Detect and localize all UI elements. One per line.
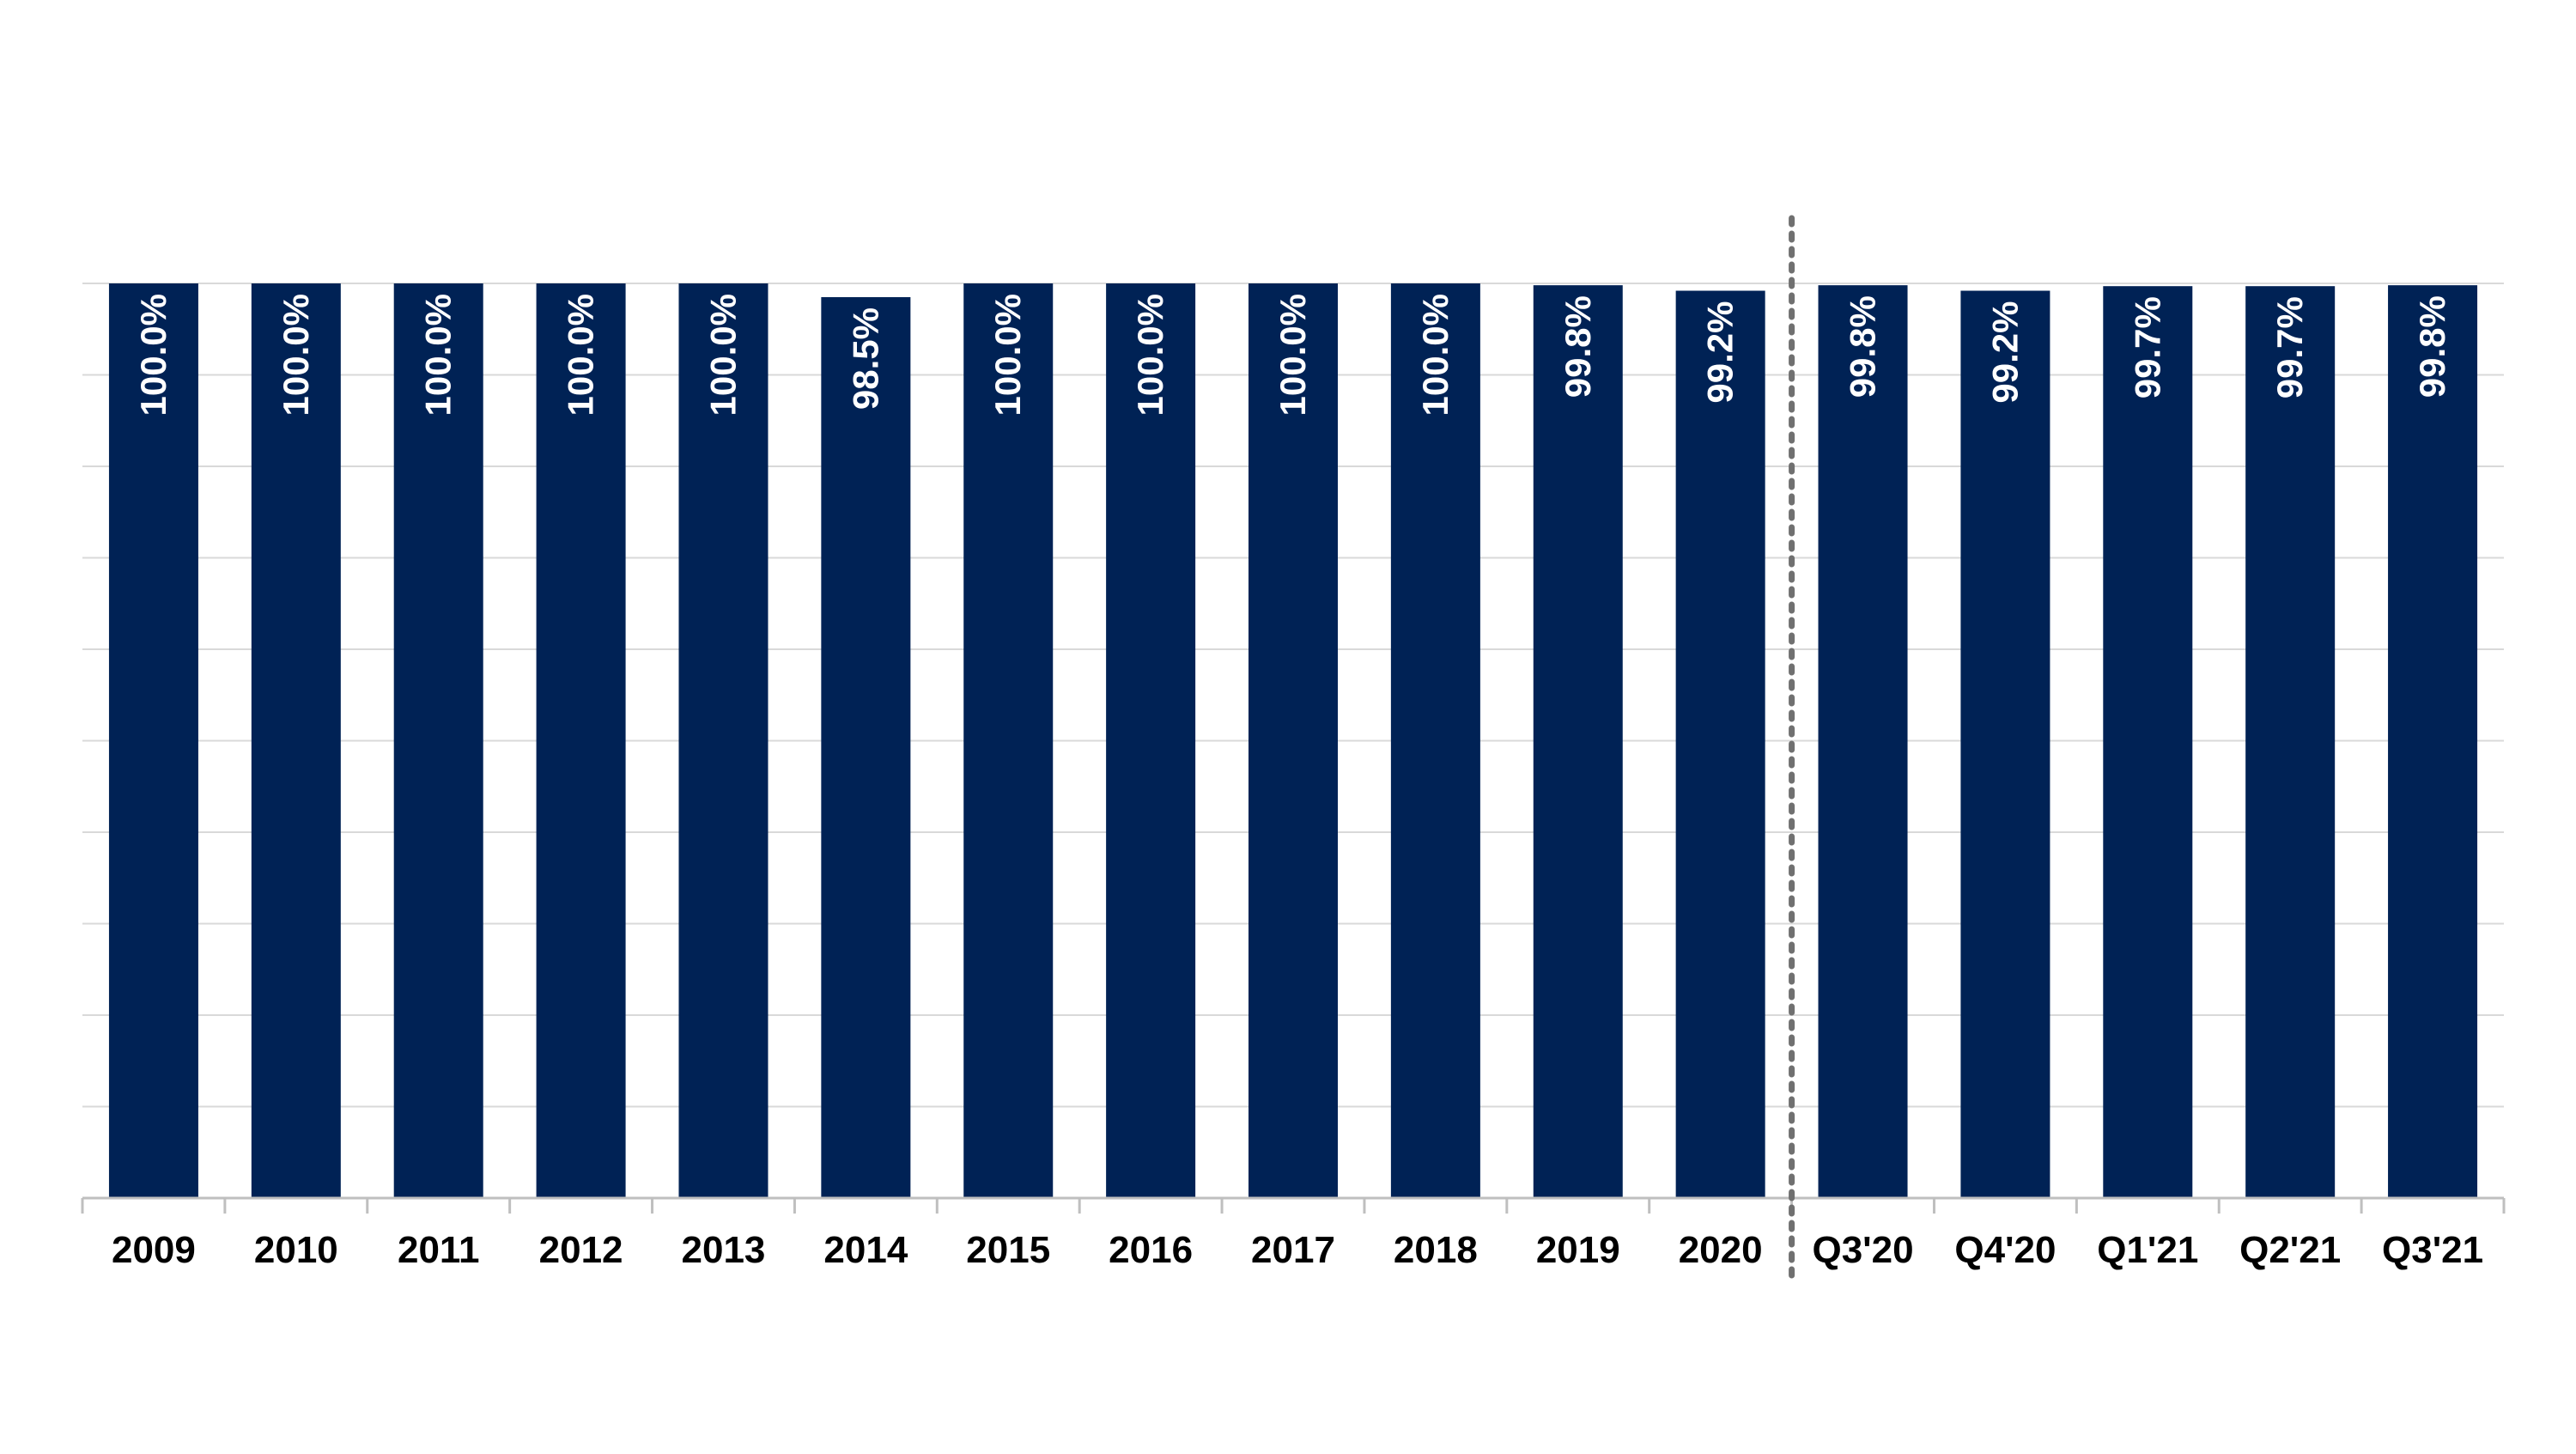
x-tick-label: 2013 xyxy=(682,1229,766,1271)
x-tick-label: 2020 xyxy=(1679,1229,1763,1271)
bar-2020 xyxy=(1675,290,1765,1198)
data-label: 100.0% xyxy=(276,294,316,416)
bar-2013 xyxy=(678,283,769,1198)
bar-2010 xyxy=(251,283,341,1198)
data-label: 99.2% xyxy=(1984,301,2025,404)
x-tick-label: Q4'20 xyxy=(1954,1229,2056,1271)
data-label: 100.0% xyxy=(418,294,459,416)
x-tick-label: 2016 xyxy=(1109,1229,1193,1271)
x-tick-label: Q2'21 xyxy=(2239,1229,2341,1271)
x-tick-label: 2012 xyxy=(539,1229,623,1271)
x-tick-label: Q3'20 xyxy=(1812,1229,1913,1271)
x-tick-label: 2017 xyxy=(1251,1229,1335,1271)
x-tick-label: Q1'21 xyxy=(2097,1229,2198,1271)
data-label: 100.0% xyxy=(561,294,601,416)
bar-2018 xyxy=(1390,283,1480,1198)
bar-2016 xyxy=(1106,283,1196,1198)
bar-2017 xyxy=(1249,283,1338,1198)
bar-2009 xyxy=(108,283,198,1198)
bar-2019 xyxy=(1533,285,1623,1198)
bar-Q4'20 xyxy=(1960,290,2050,1198)
data-label: 99.8% xyxy=(2412,295,2452,398)
data-labels: 100.0% 100.0% 100.0% 100.0% 100.0% 98.5% 100.0… xyxy=(133,294,2452,416)
data-label: 99.2% xyxy=(1700,301,1741,404)
data-label: 98.5% xyxy=(845,307,885,410)
x-tick-label: 2009 xyxy=(112,1229,196,1271)
data-label: 100.0% xyxy=(1273,294,1313,416)
x-tick-label: 2011 xyxy=(398,1229,479,1271)
x-tick-label: Q3'21 xyxy=(2382,1229,2483,1271)
data-label: 100.0% xyxy=(702,294,743,416)
bar-Q3'20 xyxy=(1818,285,1908,1198)
x-tick-labels: 2009 2010 2011 2012 2013 2014 2015 2016 2017 2018… xyxy=(112,1229,2483,1271)
data-label: 100.0% xyxy=(133,294,173,416)
bar-2014 xyxy=(821,296,911,1199)
bar-2011 xyxy=(393,283,483,1198)
bar-Q2'21 xyxy=(2245,286,2336,1198)
x-tick-label: 2019 xyxy=(1536,1229,1620,1271)
data-label: 99.8% xyxy=(1558,295,1598,398)
bar-2015 xyxy=(963,283,1054,1198)
bar-Q3'21 xyxy=(2388,285,2478,1198)
data-label: 100.0% xyxy=(987,294,1028,416)
data-label: 99.7% xyxy=(2269,296,2310,398)
data-label: 99.7% xyxy=(2127,296,2167,398)
bar-Q1'21 xyxy=(2103,286,2193,1198)
data-label: 100.0% xyxy=(1415,294,1455,416)
bar-2012 xyxy=(536,283,626,1198)
x-tick-label: 2018 xyxy=(1394,1229,1478,1271)
x-tick-label: 2010 xyxy=(254,1229,338,1271)
data-label: 100.0% xyxy=(1130,294,1170,416)
x-tick-label: 2015 xyxy=(966,1229,1050,1271)
bars xyxy=(108,283,2478,1199)
x-axis xyxy=(81,1196,2506,1214)
x-tick-label: 2014 xyxy=(823,1229,908,1271)
data-label: 99.8% xyxy=(1843,295,1883,398)
